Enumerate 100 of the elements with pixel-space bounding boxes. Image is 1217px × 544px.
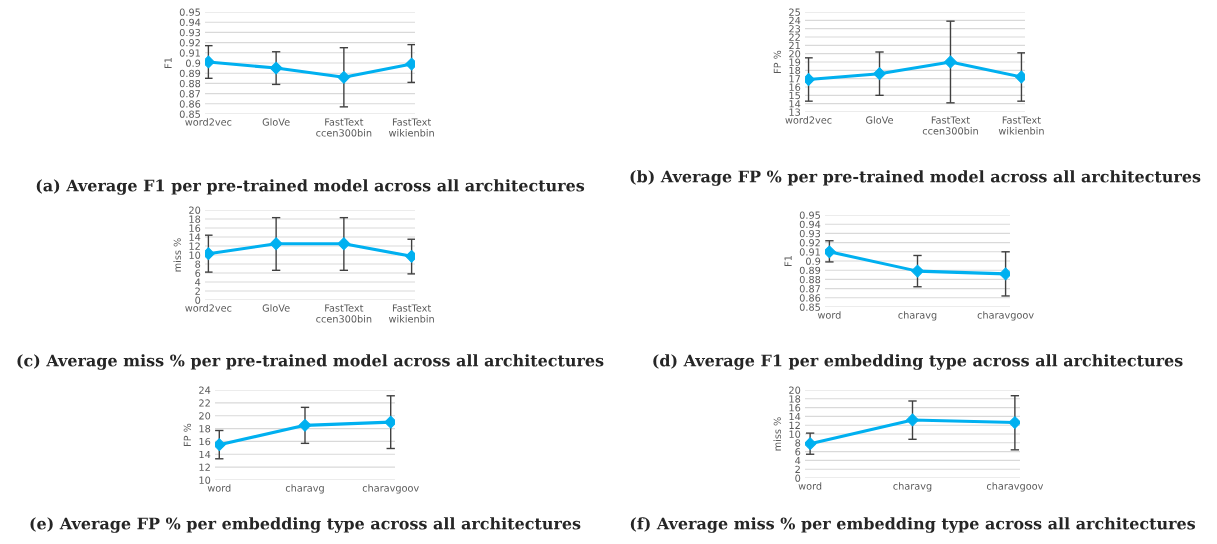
y-tick-label: 0.93 [179, 28, 201, 37]
y-tick-label: 20 [789, 386, 801, 394]
y-tick-label: 0.88 [179, 79, 201, 88]
x-tick-label: word2vec [785, 116, 832, 124]
y-tick-label: 10 [789, 430, 801, 438]
text: (b) Average FP % per pre-trained model across all architectures [630, 170, 1201, 186]
point [1015, 70, 1025, 84]
point [906, 413, 919, 427]
y-axis-title: miss % [773, 417, 782, 451]
y-tick-label: 16 [199, 437, 211, 446]
y-tick-label: 10 [189, 251, 201, 259]
y-tick-label: 0.89 [799, 266, 821, 275]
point [269, 237, 283, 251]
y-tick-label: 15 [789, 91, 800, 100]
y-tick-label: 12 [789, 421, 800, 429]
x-tick-label: word [798, 482, 822, 490]
point [825, 245, 836, 259]
y-tick-label: 8 [195, 260, 201, 268]
point [337, 237, 351, 251]
x-tick-label: FastText ccen300bin [316, 118, 372, 137]
y-tick-label: 0.91 [799, 248, 820, 256]
y-axis-title: F1 [784, 256, 792, 266]
y-tick-label: 18 [199, 425, 211, 433]
x-tick-label: FastText ccen300bin [922, 116, 978, 135]
y-axis-title: F1 [164, 58, 172, 68]
point [405, 57, 415, 71]
y-tick-label: 0.86 [179, 100, 201, 108]
y-tick-label: 23 [789, 25, 801, 33]
y-tick-label: 22 [789, 33, 800, 41]
y-tick-label: 14 [789, 100, 801, 108]
y-tick-label: 20 [189, 206, 201, 214]
y-tick-label: 0.86 [799, 294, 821, 302]
x-tick-label: FastText wikienbin [998, 116, 1044, 135]
point [944, 55, 957, 69]
point [805, 73, 815, 86]
x-tick-label: charavgoov [362, 484, 419, 494]
x-tick-label: FastText wikienbin [388, 304, 434, 323]
y-tick-label: 18 [789, 395, 801, 403]
y-tick-label: 12 [199, 463, 210, 471]
y-tick-label: 0.94 [179, 18, 201, 27]
point [337, 70, 351, 84]
y-tick-label: 14 [789, 413, 801, 421]
point [384, 415, 395, 429]
x-tick-label: charavg [285, 484, 324, 494]
y-tick-label: 0 [795, 474, 801, 482]
point [405, 249, 415, 263]
y-tick-label: 2 [195, 287, 200, 295]
y-tick-label: 12 [189, 242, 200, 250]
x-tick-label: GloVe [262, 118, 290, 126]
y-tick-label: 6 [795, 448, 801, 456]
x-tick-label: word [207, 484, 231, 492]
x-tick-label: charavgoov [986, 482, 1044, 492]
text: (e) Average FP % per embedding type across all architectures [30, 517, 581, 533]
y-tick-label: 10 [199, 476, 211, 484]
y-tick-label: 0.94 [799, 220, 821, 229]
y-tick-label: 16 [189, 224, 201, 232]
y-tick-label: 4 [795, 457, 801, 465]
y-tick-label: 22 [199, 399, 210, 407]
y-tick-label: 24 [789, 16, 801, 25]
y-tick-label: 6 [195, 269, 201, 277]
y-tick-label: 14 [199, 450, 211, 458]
point [205, 247, 215, 261]
y-tick-label: 0.89 [179, 69, 201, 78]
y-tick-label: 16 [789, 83, 801, 91]
x-tick-label: FastText ccen300bin [316, 304, 372, 323]
text: (f) Average miss % per embedding type across all architectures [630, 517, 1196, 533]
y-tick-label: 18 [789, 66, 801, 75]
y-tick-label: 0 [195, 296, 201, 304]
y-tick-label: 0.95 [799, 211, 820, 219]
x-tick-label: word2vec [185, 304, 232, 312]
point [205, 55, 215, 69]
y-tick-label: 24 [199, 386, 211, 394]
y-tick-label: 0.91 [179, 49, 200, 57]
y-tick-label: 2 [795, 465, 800, 473]
point [1008, 416, 1020, 429]
y-axis-title: FP % [183, 423, 192, 446]
y-tick-label: 19 [789, 58, 801, 66]
point [999, 267, 1010, 281]
y-tick-label: 20 [789, 50, 801, 58]
y-axis-title: FP % [773, 50, 782, 73]
x-tick-label: GloVe [262, 304, 290, 312]
text: (a) Average F1 per pre-trained model across all architectures [36, 179, 585, 195]
y-tick-label: 18 [189, 215, 201, 223]
y-tick-label: 0.93 [799, 229, 821, 238]
y-tick-label: 0.92 [179, 39, 200, 47]
y-axis-title: miss % [173, 238, 182, 272]
y-tick-label: 0.85 [179, 110, 200, 118]
x-tick-label: charavg [898, 311, 937, 321]
y-tick-label: 0.95 [179, 8, 200, 16]
x-tick-label: charavg [893, 482, 932, 492]
y-tick-label: 0.85 [799, 303, 820, 311]
x-tick-label: word [817, 311, 841, 319]
y-tick-label: 17 [789, 75, 800, 83]
y-tick-label: 13 [789, 108, 801, 116]
y-tick-label: 14 [189, 233, 201, 241]
y-tick-label: 0.9 [806, 257, 821, 265]
point [805, 437, 817, 451]
y-tick-label: 16 [789, 404, 801, 412]
text: (c) Average miss % per pre-trained model across all architectures [17, 354, 604, 370]
y-tick-label: 21 [789, 41, 800, 50]
